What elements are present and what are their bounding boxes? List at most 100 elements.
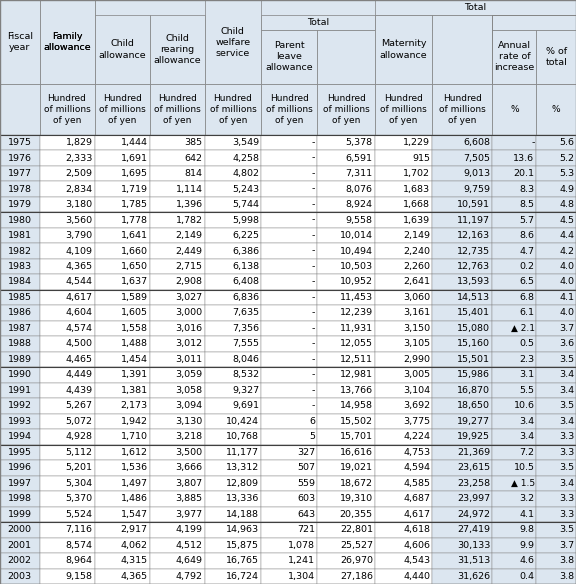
- Text: 3.6: 3.6: [559, 339, 574, 349]
- Bar: [205, 413, 261, 429]
- Text: 1,536: 1,536: [120, 463, 147, 472]
- Text: -: -: [312, 215, 315, 224]
- Text: 2,834: 2,834: [66, 185, 93, 193]
- Text: 3,059: 3,059: [176, 370, 203, 380]
- Bar: [492, 197, 536, 213]
- Text: 3,016: 3,016: [176, 324, 203, 333]
- Text: ▲ 1.5: ▲ 1.5: [511, 479, 536, 488]
- Text: 19,277: 19,277: [457, 417, 490, 426]
- Bar: [433, 244, 492, 259]
- Bar: [492, 150, 536, 166]
- Text: 20,355: 20,355: [340, 510, 373, 519]
- Bar: [0, 383, 40, 398]
- Text: 1,488: 1,488: [121, 339, 147, 349]
- Bar: [317, 553, 375, 568]
- Text: 23,615: 23,615: [457, 463, 490, 472]
- Bar: [317, 398, 375, 413]
- Bar: [0, 0, 40, 84]
- Text: 1,486: 1,486: [121, 494, 147, 503]
- Text: 1997: 1997: [7, 479, 32, 488]
- Text: 4,543: 4,543: [403, 557, 430, 565]
- Bar: [261, 181, 317, 197]
- Text: Hundred
of millions
of yen: Hundred of millions of yen: [380, 94, 427, 125]
- Bar: [261, 197, 317, 213]
- Text: 603: 603: [297, 494, 315, 503]
- Text: 9,759: 9,759: [463, 185, 490, 193]
- Bar: [492, 522, 536, 537]
- Text: 7,635: 7,635: [232, 308, 259, 318]
- Text: 30,133: 30,133: [457, 541, 490, 550]
- Text: ▲ 2.1: ▲ 2.1: [511, 324, 536, 333]
- Bar: [261, 398, 317, 413]
- Text: 10,014: 10,014: [340, 231, 373, 240]
- Bar: [433, 305, 492, 321]
- Bar: [40, 367, 94, 383]
- Bar: [317, 506, 375, 522]
- Text: 1,396: 1,396: [176, 200, 203, 209]
- Text: 3,011: 3,011: [176, 355, 203, 364]
- Bar: [536, 413, 576, 429]
- Bar: [317, 537, 375, 553]
- Bar: [433, 491, 492, 506]
- Bar: [40, 506, 94, 522]
- Bar: [0, 274, 40, 290]
- Bar: [317, 244, 375, 259]
- Text: Family
allowance: Family allowance: [43, 32, 91, 52]
- Bar: [0, 244, 40, 259]
- Text: 12,763: 12,763: [457, 262, 490, 271]
- Text: 4,802: 4,802: [232, 169, 259, 178]
- Text: -: -: [312, 169, 315, 178]
- Text: 24,972: 24,972: [457, 510, 490, 519]
- Text: 5.6: 5.6: [559, 138, 574, 147]
- Bar: [150, 135, 205, 150]
- Text: 3,000: 3,000: [176, 308, 203, 318]
- Text: 7,116: 7,116: [66, 525, 93, 534]
- Bar: [40, 259, 94, 274]
- Text: 3.7: 3.7: [559, 324, 574, 333]
- Bar: [94, 398, 150, 413]
- Text: 8.3: 8.3: [520, 185, 535, 193]
- Bar: [317, 228, 375, 244]
- Bar: [94, 336, 150, 352]
- Text: 1991: 1991: [7, 386, 32, 395]
- Text: 4,617: 4,617: [66, 293, 93, 302]
- Bar: [205, 444, 261, 460]
- Bar: [205, 506, 261, 522]
- Text: 2,260: 2,260: [403, 262, 430, 271]
- Bar: [433, 150, 492, 166]
- Text: 1,391: 1,391: [120, 370, 147, 380]
- Text: 6,225: 6,225: [232, 231, 259, 240]
- Bar: [536, 274, 576, 290]
- Text: 1993: 1993: [7, 417, 32, 426]
- Bar: [375, 135, 433, 150]
- Bar: [492, 553, 536, 568]
- Text: 6,608: 6,608: [463, 138, 490, 147]
- Bar: [150, 166, 205, 181]
- Text: 1,497: 1,497: [121, 479, 147, 488]
- Bar: [0, 568, 40, 584]
- Bar: [536, 290, 576, 305]
- Text: 8,076: 8,076: [346, 185, 373, 193]
- Text: Hundred
of millions
of yen: Hundred of millions of yen: [44, 94, 90, 125]
- Text: 3.3: 3.3: [559, 432, 574, 442]
- Text: 10,952: 10,952: [340, 277, 373, 287]
- Bar: [492, 259, 536, 274]
- Text: 1979: 1979: [7, 200, 32, 209]
- Text: 6: 6: [309, 417, 315, 426]
- Bar: [433, 367, 492, 383]
- Text: 9,691: 9,691: [232, 401, 259, 411]
- Text: 16,616: 16,616: [340, 448, 373, 457]
- Bar: [433, 475, 492, 491]
- Bar: [261, 383, 317, 398]
- Bar: [536, 213, 576, 228]
- Text: 5.7: 5.7: [520, 215, 535, 224]
- Text: 3.8: 3.8: [559, 557, 574, 565]
- Text: -: -: [312, 386, 315, 395]
- Text: 5,072: 5,072: [66, 417, 93, 426]
- Bar: [492, 15, 576, 84]
- Bar: [40, 537, 94, 553]
- Bar: [317, 429, 375, 444]
- Text: 4.1: 4.1: [520, 510, 535, 519]
- Text: Child
allowance: Child allowance: [98, 40, 146, 60]
- Text: -: -: [312, 355, 315, 364]
